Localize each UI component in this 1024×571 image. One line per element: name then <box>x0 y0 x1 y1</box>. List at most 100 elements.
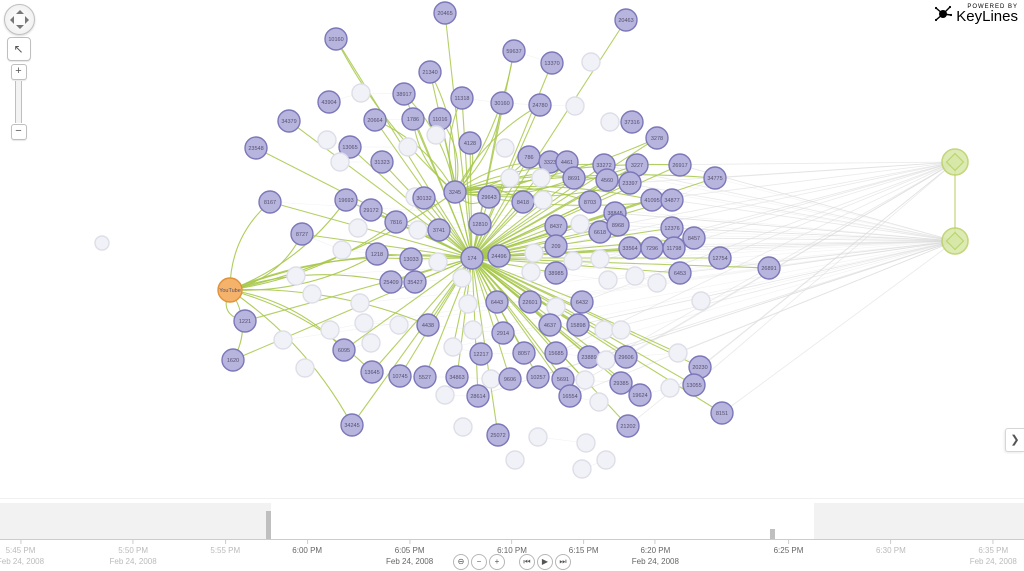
svg-text:8968: 8968 <box>612 223 624 229</box>
svg-text:26917: 26917 <box>672 163 687 169</box>
zoom-out-button[interactable]: − <box>11 124 27 140</box>
svg-text:8691: 8691 <box>568 176 580 182</box>
svg-text:8151: 8151 <box>716 411 728 417</box>
svg-text:13370: 13370 <box>544 61 559 67</box>
svg-text:6453: 6453 <box>674 271 686 277</box>
timeline-tick: 5:50 PMFeb 24, 2008 <box>110 539 157 567</box>
svg-text:11318: 11318 <box>455 96 470 102</box>
svg-text:6432: 6432 <box>576 300 588 306</box>
svg-text:3227: 3227 <box>631 163 643 169</box>
timeline-tick: 6:25 PM <box>774 539 804 556</box>
svg-text:13055: 13055 <box>686 383 701 389</box>
timeline-fit-button[interactable]: ⊖ <box>453 554 469 570</box>
svg-text:174: 174 <box>467 256 476 262</box>
svg-text:21340: 21340 <box>422 70 437 76</box>
svg-text:33564: 33564 <box>622 246 637 252</box>
timeline-histogram-bar <box>770 529 775 539</box>
svg-text:38917: 38917 <box>396 92 411 98</box>
svg-text:4438: 4438 <box>422 323 434 329</box>
timeline-controls: ⊖−+ ⏮▶⏭ <box>447 554 577 570</box>
svg-text:6443: 6443 <box>491 300 503 306</box>
svg-text:3741: 3741 <box>433 228 445 234</box>
svg-text:12754: 12754 <box>712 256 727 262</box>
timeline-next-button[interactable]: ⏭ <box>555 554 571 570</box>
svg-text:13033: 13033 <box>403 257 418 263</box>
svg-text:12810: 12810 <box>472 222 487 228</box>
svg-text:8457: 8457 <box>688 236 700 242</box>
svg-text:43904: 43904 <box>321 100 336 106</box>
svg-text:31323: 31323 <box>374 160 389 166</box>
timeline-histogram-bar <box>266 511 271 539</box>
svg-text:34863: 34863 <box>449 375 464 381</box>
svg-text:12376: 12376 <box>664 226 679 232</box>
svg-text:1218: 1218 <box>371 252 383 258</box>
timeline-track[interactable] <box>0 503 1024 540</box>
timeline-zoom-group: ⊖−+ <box>453 554 505 570</box>
svg-text:29643: 29643 <box>481 195 496 201</box>
timeline-tick: 6:05 PMFeb 24, 2008 <box>386 539 433 567</box>
svg-text:8418: 8418 <box>517 200 529 206</box>
svg-text:34245: 34245 <box>344 423 359 429</box>
timeline-zoomin-button[interactable]: + <box>489 554 505 570</box>
svg-text:20230: 20230 <box>692 365 707 371</box>
timeline-tick: 5:45 PMFeb 24, 2008 <box>0 539 44 567</box>
svg-text:23889: 23889 <box>581 355 596 361</box>
svg-text:13065: 13065 <box>342 145 357 151</box>
svg-text:19624: 19624 <box>632 393 647 399</box>
svg-text:3323: 3323 <box>544 160 556 166</box>
svg-text:29606: 29606 <box>618 355 633 361</box>
expand-panel-button[interactable]: ❯ <box>1005 428 1024 452</box>
svg-text:4128: 4128 <box>464 141 476 147</box>
svg-text:20463: 20463 <box>618 18 633 24</box>
svg-text:25409: 25409 <box>383 280 398 286</box>
svg-text:8437: 8437 <box>550 224 562 230</box>
network-graph[interactable]: 20465 20463 10160 59637 13370 21340 38917 43904… <box>0 0 1024 500</box>
svg-text:26891: 26891 <box>761 266 776 272</box>
svg-text:4560: 4560 <box>601 178 613 184</box>
timeline-tick: 5:55 PM <box>210 539 240 556</box>
svg-text:8703: 8703 <box>584 200 596 206</box>
svg-text:10160: 10160 <box>328 37 343 43</box>
svg-text:1620: 1620 <box>227 358 239 364</box>
svg-text:30132: 30132 <box>416 196 431 202</box>
svg-text:8167: 8167 <box>264 200 276 206</box>
svg-text:16554: 16554 <box>562 394 577 400</box>
svg-text:41095: 41095 <box>644 198 659 204</box>
keylines-name: KeyLines <box>956 10 1018 24</box>
svg-text:11016: 11016 <box>433 117 448 123</box>
zoom-slider[interactable]: + − <box>12 64 26 140</box>
svg-text:59637: 59637 <box>506 49 521 55</box>
timeline-prev-button[interactable]: ⏮ <box>519 554 535 570</box>
svg-text:7816: 7816 <box>390 220 402 226</box>
svg-text:6618: 6618 <box>594 230 606 236</box>
timeline-play-button[interactable]: ▶ <box>537 554 553 570</box>
svg-text:21202: 21202 <box>620 424 635 430</box>
svg-text:37316: 37316 <box>624 120 639 126</box>
svg-text:YouTube: YouTube <box>219 288 241 294</box>
timeline-dim-left <box>0 503 271 539</box>
svg-text:10257: 10257 <box>530 375 545 381</box>
svg-text:22601: 22601 <box>522 300 537 306</box>
svg-text:15898: 15898 <box>570 323 585 329</box>
timeline[interactable]: 5:45 PMFeb 24, 2008 5:50 PMFeb 24, 2008 5:… <box>0 498 1024 571</box>
timeline-dim-right <box>814 503 1024 539</box>
svg-text:3245: 3245 <box>449 190 461 196</box>
timeline-zoomout-button[interactable]: − <box>471 554 487 570</box>
svg-text:20664: 20664 <box>367 118 382 124</box>
zoom-in-button[interactable]: + <box>11 64 27 80</box>
svg-text:15685: 15685 <box>548 351 563 357</box>
cursor-mode-button[interactable]: ↖ <box>7 37 31 61</box>
svg-text:1221: 1221 <box>239 319 251 325</box>
nav-control-pod: ↖ + − <box>4 4 33 140</box>
svg-text:34775: 34775 <box>707 176 722 182</box>
svg-text:34379: 34379 <box>281 119 296 125</box>
svg-text:8057: 8057 <box>518 351 530 357</box>
timeline-play-group: ⏮▶⏭ <box>519 554 571 570</box>
svg-text:13645: 13645 <box>364 370 379 376</box>
svg-text:5691: 5691 <box>557 377 569 383</box>
pan-compass[interactable] <box>4 4 35 35</box>
svg-text:7296: 7296 <box>646 246 658 252</box>
svg-text:12217: 12217 <box>473 352 488 358</box>
svg-text:20465: 20465 <box>437 11 452 17</box>
timeline-tick: 6:30 PM <box>876 539 906 556</box>
